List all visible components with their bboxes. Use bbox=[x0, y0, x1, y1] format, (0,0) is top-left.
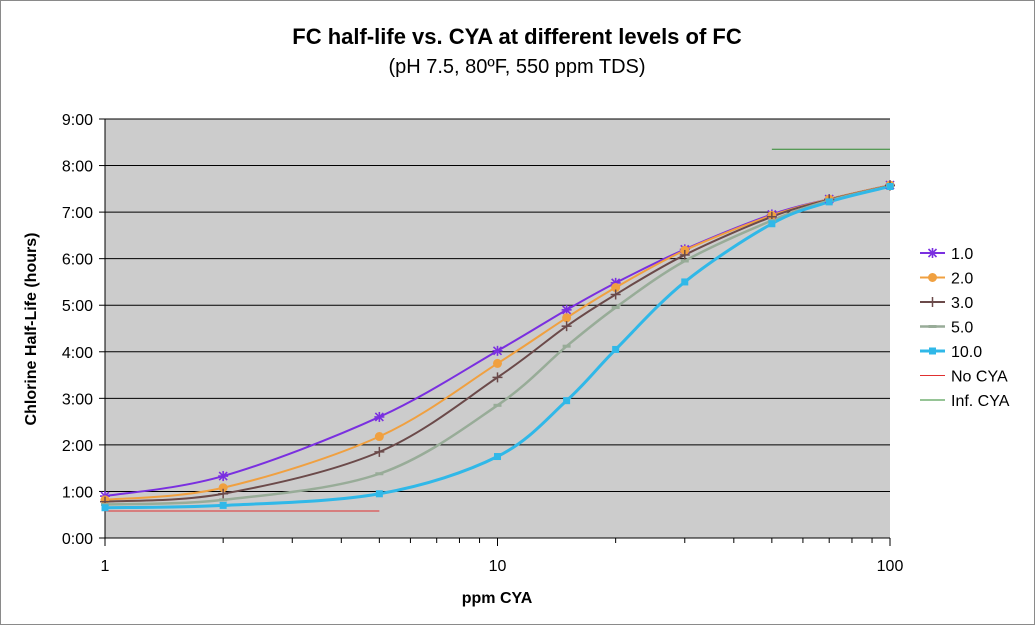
legend-label: 1.0 bbox=[951, 246, 973, 263]
data-point-10-0 bbox=[768, 220, 776, 228]
y-tick-label: 1:00 bbox=[62, 484, 93, 501]
legend-item-5-0: 5.0 bbox=[920, 320, 973, 337]
legend-label: 5.0 bbox=[951, 320, 973, 337]
data-point-5-0 bbox=[562, 344, 571, 348]
data-point-3-0 bbox=[610, 289, 621, 300]
legend-marker bbox=[927, 297, 938, 307]
data-point-3-0 bbox=[679, 249, 690, 260]
data-point-10-0 bbox=[101, 504, 109, 512]
legend-item-inf-cya: Inf. CYA bbox=[920, 393, 1010, 410]
x-tick-label: 1 bbox=[101, 558, 110, 575]
axes: 0:00 1:00 2:00 3:00 4:00 5:00 6:00 7:00 8:00 9:00… bbox=[62, 112, 904, 575]
y-tick-label: 8:00 bbox=[62, 159, 93, 176]
data-point-5-0 bbox=[680, 259, 689, 263]
data-point-3-0 bbox=[374, 446, 385, 457]
data-point-1-0 bbox=[561, 304, 572, 315]
legend-marker bbox=[928, 273, 937, 282]
data-point-10-0 bbox=[563, 397, 571, 405]
y-tick-label: 9:00 bbox=[62, 112, 93, 129]
x-axis-title: ppm CYA bbox=[462, 590, 533, 607]
gridlines bbox=[105, 118, 890, 492]
y-tick-label: 0:00 bbox=[62, 531, 93, 548]
data-point-10-0 bbox=[886, 183, 894, 191]
legend-label: No CYA bbox=[951, 369, 1008, 386]
data-point-10-0 bbox=[375, 490, 383, 498]
legend-marker bbox=[928, 325, 937, 328]
legend-item-2-0: 2.0 bbox=[920, 271, 973, 288]
data-point-5-0 bbox=[375, 472, 384, 476]
data-point-1-0 bbox=[218, 471, 229, 482]
data-point-10-0 bbox=[219, 501, 227, 509]
y-axis-title: Chlorine Half-Life (hours) bbox=[23, 233, 40, 426]
legend-item-no-cya: No CYA bbox=[920, 369, 1008, 386]
data-point-3-0 bbox=[492, 372, 503, 383]
data-point-1-0 bbox=[374, 411, 385, 422]
data-point-10-0 bbox=[681, 278, 689, 286]
data-point-5-0 bbox=[611, 306, 620, 310]
data-point-10-0 bbox=[494, 453, 501, 461]
legend-label: 10.0 bbox=[951, 344, 982, 361]
legend-item-1-0: 1.0 bbox=[920, 246, 973, 263]
data-point-2-0 bbox=[562, 313, 572, 323]
plot-area bbox=[105, 119, 890, 538]
chart-title: FC half-life vs. CYA at different levels… bbox=[292, 24, 742, 49]
legend-marker bbox=[927, 248, 938, 258]
legend-label: 3.0 bbox=[951, 295, 973, 312]
legend: 1.0 2.0 3.0 5.0 10.0 No CYA Inf. CYA bbox=[920, 246, 1010, 410]
legend-item-3-0: 3.0 bbox=[920, 295, 973, 312]
y-tick-label: 7:00 bbox=[62, 205, 93, 222]
legend-marker bbox=[929, 347, 936, 355]
data-point-2-0 bbox=[374, 432, 384, 442]
data-point-5-0 bbox=[219, 498, 228, 502]
y-tick-label: 5:00 bbox=[62, 298, 93, 315]
x-tick-label: 100 bbox=[877, 558, 904, 575]
data-point-10-0 bbox=[825, 198, 833, 206]
series-markers bbox=[100, 180, 895, 512]
data-point-1-0 bbox=[492, 345, 503, 356]
legend-item-10-0: 10.0 bbox=[920, 344, 982, 361]
y-tick-label: 2:00 bbox=[62, 438, 93, 455]
legend-label: Inf. CYA bbox=[951, 393, 1010, 410]
y-tick-label: 3:00 bbox=[62, 391, 93, 408]
y-tick-label: 6:00 bbox=[62, 252, 93, 269]
data-point-5-0 bbox=[493, 403, 502, 407]
data-point-3-0 bbox=[218, 488, 229, 499]
legend-label: 2.0 bbox=[951, 271, 973, 288]
data-point-2-0 bbox=[493, 358, 502, 368]
x-tick-label: 10 bbox=[489, 558, 507, 575]
data-point-3-0 bbox=[561, 321, 572, 332]
y-tick-label: 4:00 bbox=[62, 345, 93, 362]
data-point-10-0 bbox=[612, 345, 620, 353]
chart-subtitle: (pH 7.5, 80ºF, 550 ppm TDS) bbox=[388, 56, 645, 78]
